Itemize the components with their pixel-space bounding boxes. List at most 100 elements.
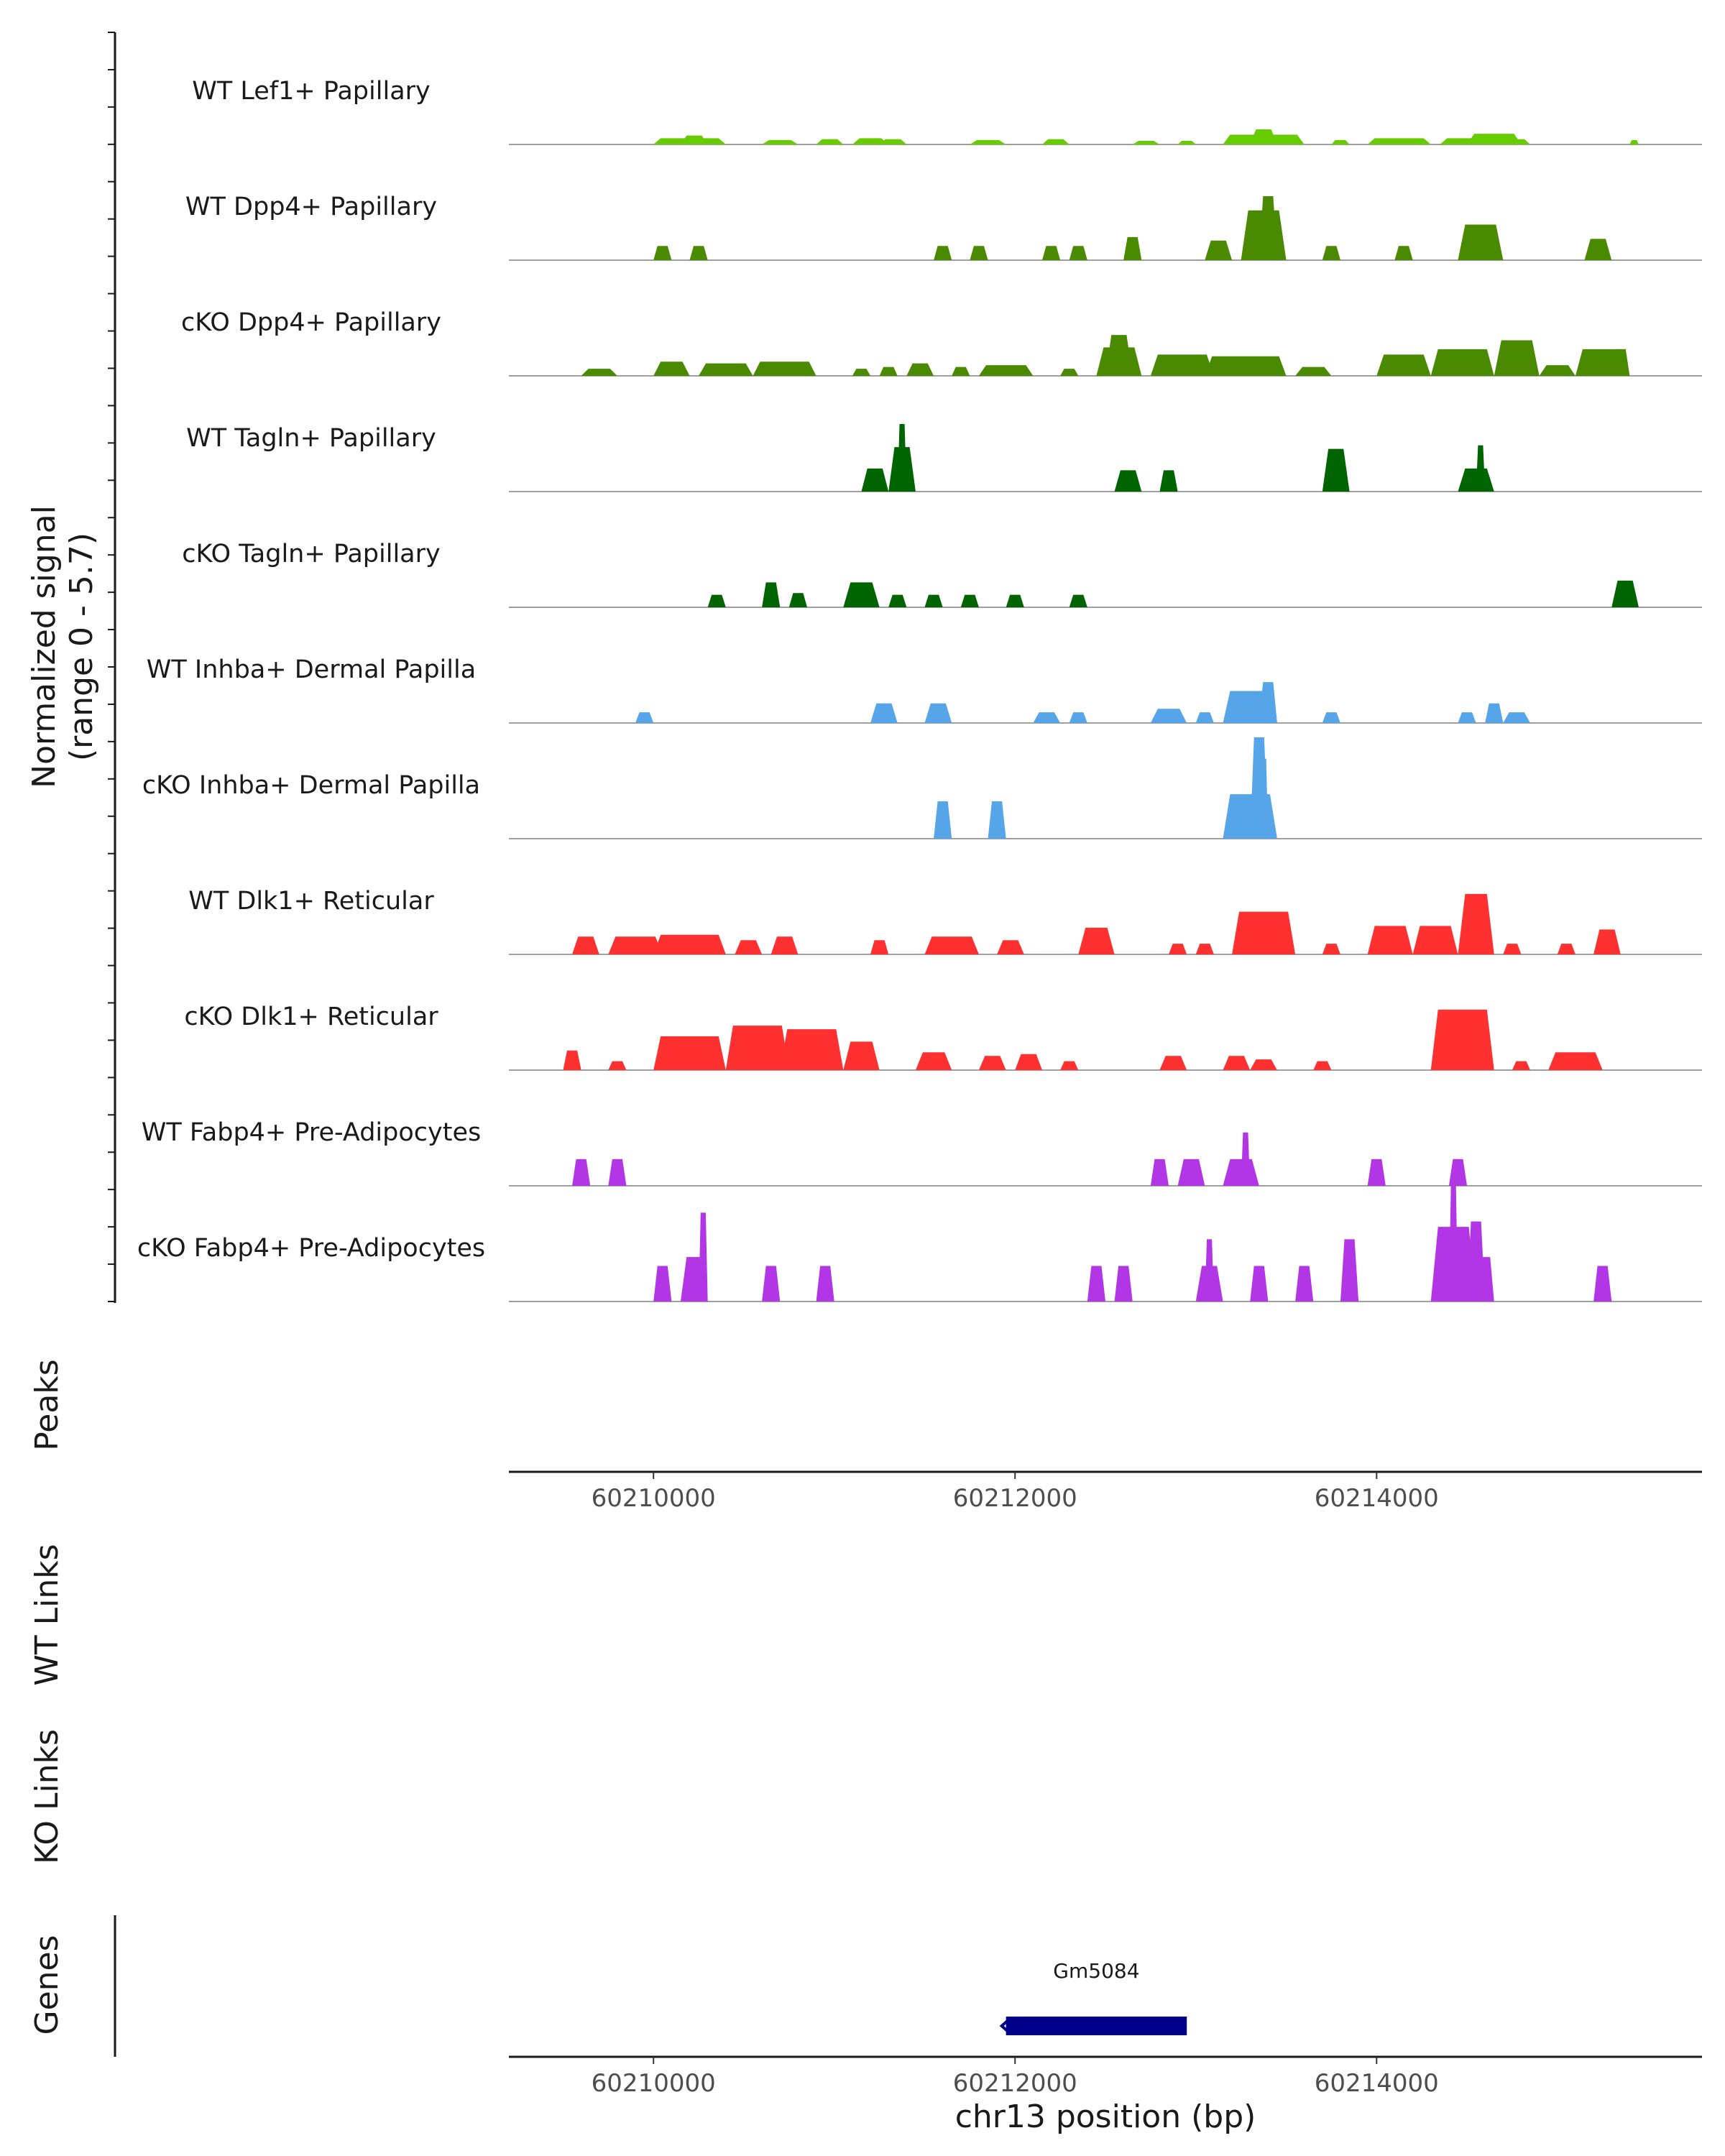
coverage-peak: [997, 940, 1024, 954]
coverage-peak: [1539, 365, 1576, 376]
coverage-peak: [1367, 926, 1413, 954]
coverage-peak: [1412, 926, 1458, 954]
track-wt-lef1-papillary: WT Lef1+ Papillary: [192, 77, 1702, 145]
coverage-peak: [1205, 240, 1233, 260]
strand-arrow-icon: [999, 2018, 1011, 2034]
coverage-peak: [753, 361, 816, 376]
coverage-peak: [852, 369, 871, 376]
coverage-peak: [1367, 138, 1431, 144]
coverage-peak: [924, 703, 952, 723]
coverage-peak: [1169, 944, 1187, 954]
coverage-peak: [780, 1029, 844, 1070]
coverage-peak: [1069, 712, 1087, 723]
coverage-peak: [1241, 1132, 1251, 1186]
coverage-peak: [1476, 1257, 1494, 1302]
coverage-peak: [1041, 139, 1070, 144]
coverage-peak: [1376, 354, 1431, 376]
coverage-peak: [1548, 1052, 1603, 1070]
coverage-peak: [870, 703, 898, 723]
coverage-peak: [1295, 1266, 1314, 1302]
coverage-peak: [1150, 709, 1187, 723]
coverage-peak: [861, 468, 889, 492]
coverage-peak: [762, 139, 799, 144]
track-label: WT Tagln+ Papillary: [186, 424, 436, 453]
coverage-peak: [608, 1061, 627, 1070]
coverage-peak: [879, 367, 898, 376]
coverage-peak: [1584, 239, 1612, 260]
coverage-peak: [988, 801, 1006, 839]
coverage-peak: [970, 139, 1006, 144]
coverage-peak: [572, 936, 599, 954]
coverage-peak: [1430, 349, 1494, 376]
track-label: cKO Dlk1+ Reticular: [184, 1003, 438, 1031]
x-tick-label: 60210000: [592, 1484, 716, 1513]
coverage-peak: [888, 594, 907, 607]
track-wt-dpp4-papillary: WT Dpp4+ Papillary: [185, 193, 1702, 261]
coverage-peak: [1150, 354, 1214, 376]
coverage-peak: [1593, 929, 1621, 954]
coverage-peak: [934, 801, 952, 839]
x-tick-label: 60212000: [953, 1484, 1077, 1513]
coverage-peak: [653, 246, 672, 260]
coverage-peak: [1259, 758, 1269, 839]
coverage-peak: [788, 593, 807, 607]
coverage-peak: [1448, 1186, 1458, 1302]
coverage-peak: [1331, 139, 1350, 144]
coverage-peak: [1223, 1158, 1259, 1186]
gene-name-label: Gm5084: [1053, 1959, 1139, 1983]
coverage-peak: [1177, 1158, 1205, 1186]
coverage-peak: [906, 363, 934, 376]
coverage-peak: [1177, 141, 1196, 144]
track-label: WT Dpp4+ Papillary: [185, 193, 437, 221]
coverage-peak: [1313, 1061, 1332, 1070]
coverage-peak: [1394, 246, 1413, 260]
coverage-peak: [1458, 468, 1494, 492]
coverage-peak: [1448, 1158, 1468, 1186]
coverage-peak: [952, 367, 970, 376]
coverage-peak: [1503, 712, 1531, 723]
ko-links-track-label: KO Links: [29, 1729, 65, 1864]
coverage-peak: [1322, 944, 1340, 954]
coverage-peak: [572, 1158, 591, 1186]
coverage-peak: [1105, 335, 1133, 376]
track-label: WT Inhba+ Dermal Papilla: [147, 655, 476, 684]
coverage-peak: [1041, 246, 1061, 260]
coverage-peak: [1250, 1059, 1277, 1070]
coverage-peak: [1232, 911, 1296, 954]
coverage-peak: [1322, 448, 1350, 492]
coverage-peak: [1195, 944, 1214, 954]
coverage-peak: [1250, 1266, 1269, 1302]
track-label: cKO Inhba+ Dermal Papilla: [142, 771, 480, 800]
coverage-peak: [1250, 129, 1277, 144]
x-axis-title: chr13 position (bp): [955, 2099, 1256, 2135]
coverage-peak: [843, 582, 880, 607]
x-tick-label: 60210000: [592, 2069, 716, 2098]
coverage-peak: [852, 138, 889, 144]
track-wt-dlk1-reticular: WT Dlk1+ Reticular: [188, 887, 1702, 955]
coverage-peak: [1159, 1056, 1187, 1070]
coverage-peak: [1458, 893, 1494, 954]
coverage-peak: [924, 594, 943, 607]
coverage-peak: [725, 1026, 789, 1070]
coverage-peak: [699, 363, 753, 376]
coverage-peak: [1485, 703, 1504, 723]
peaks-x-axis-ticks: 60210000 60212000 60214000: [592, 1472, 1439, 1513]
coverage-tracks: WT Lef1+ Papillary WT Dpp4+ Papillary cKO …: [137, 77, 1702, 1302]
coverage-peak: [879, 139, 907, 144]
coverage-peak: [635, 712, 654, 723]
signal-y-axis: [108, 32, 116, 1303]
coverage-peak: [581, 369, 617, 376]
coverage-peak: [1132, 141, 1160, 144]
coverage-peak: [1494, 340, 1540, 376]
coverage-peak: [1430, 1009, 1494, 1070]
coverage-peak: [978, 1056, 1006, 1070]
coverage-peak: [1033, 712, 1061, 723]
gene-annotations: Gm5084: [999, 1959, 1187, 2035]
coverage-peak: [653, 1036, 726, 1070]
coverage-peak: [1476, 235, 1494, 260]
track-cko-dlk1-reticular: cKO Dlk1+ Reticular: [184, 1003, 1702, 1071]
coverage-peak: [770, 936, 799, 954]
coverage-peak: [1611, 349, 1630, 376]
coverage-peak: [1114, 470, 1142, 492]
